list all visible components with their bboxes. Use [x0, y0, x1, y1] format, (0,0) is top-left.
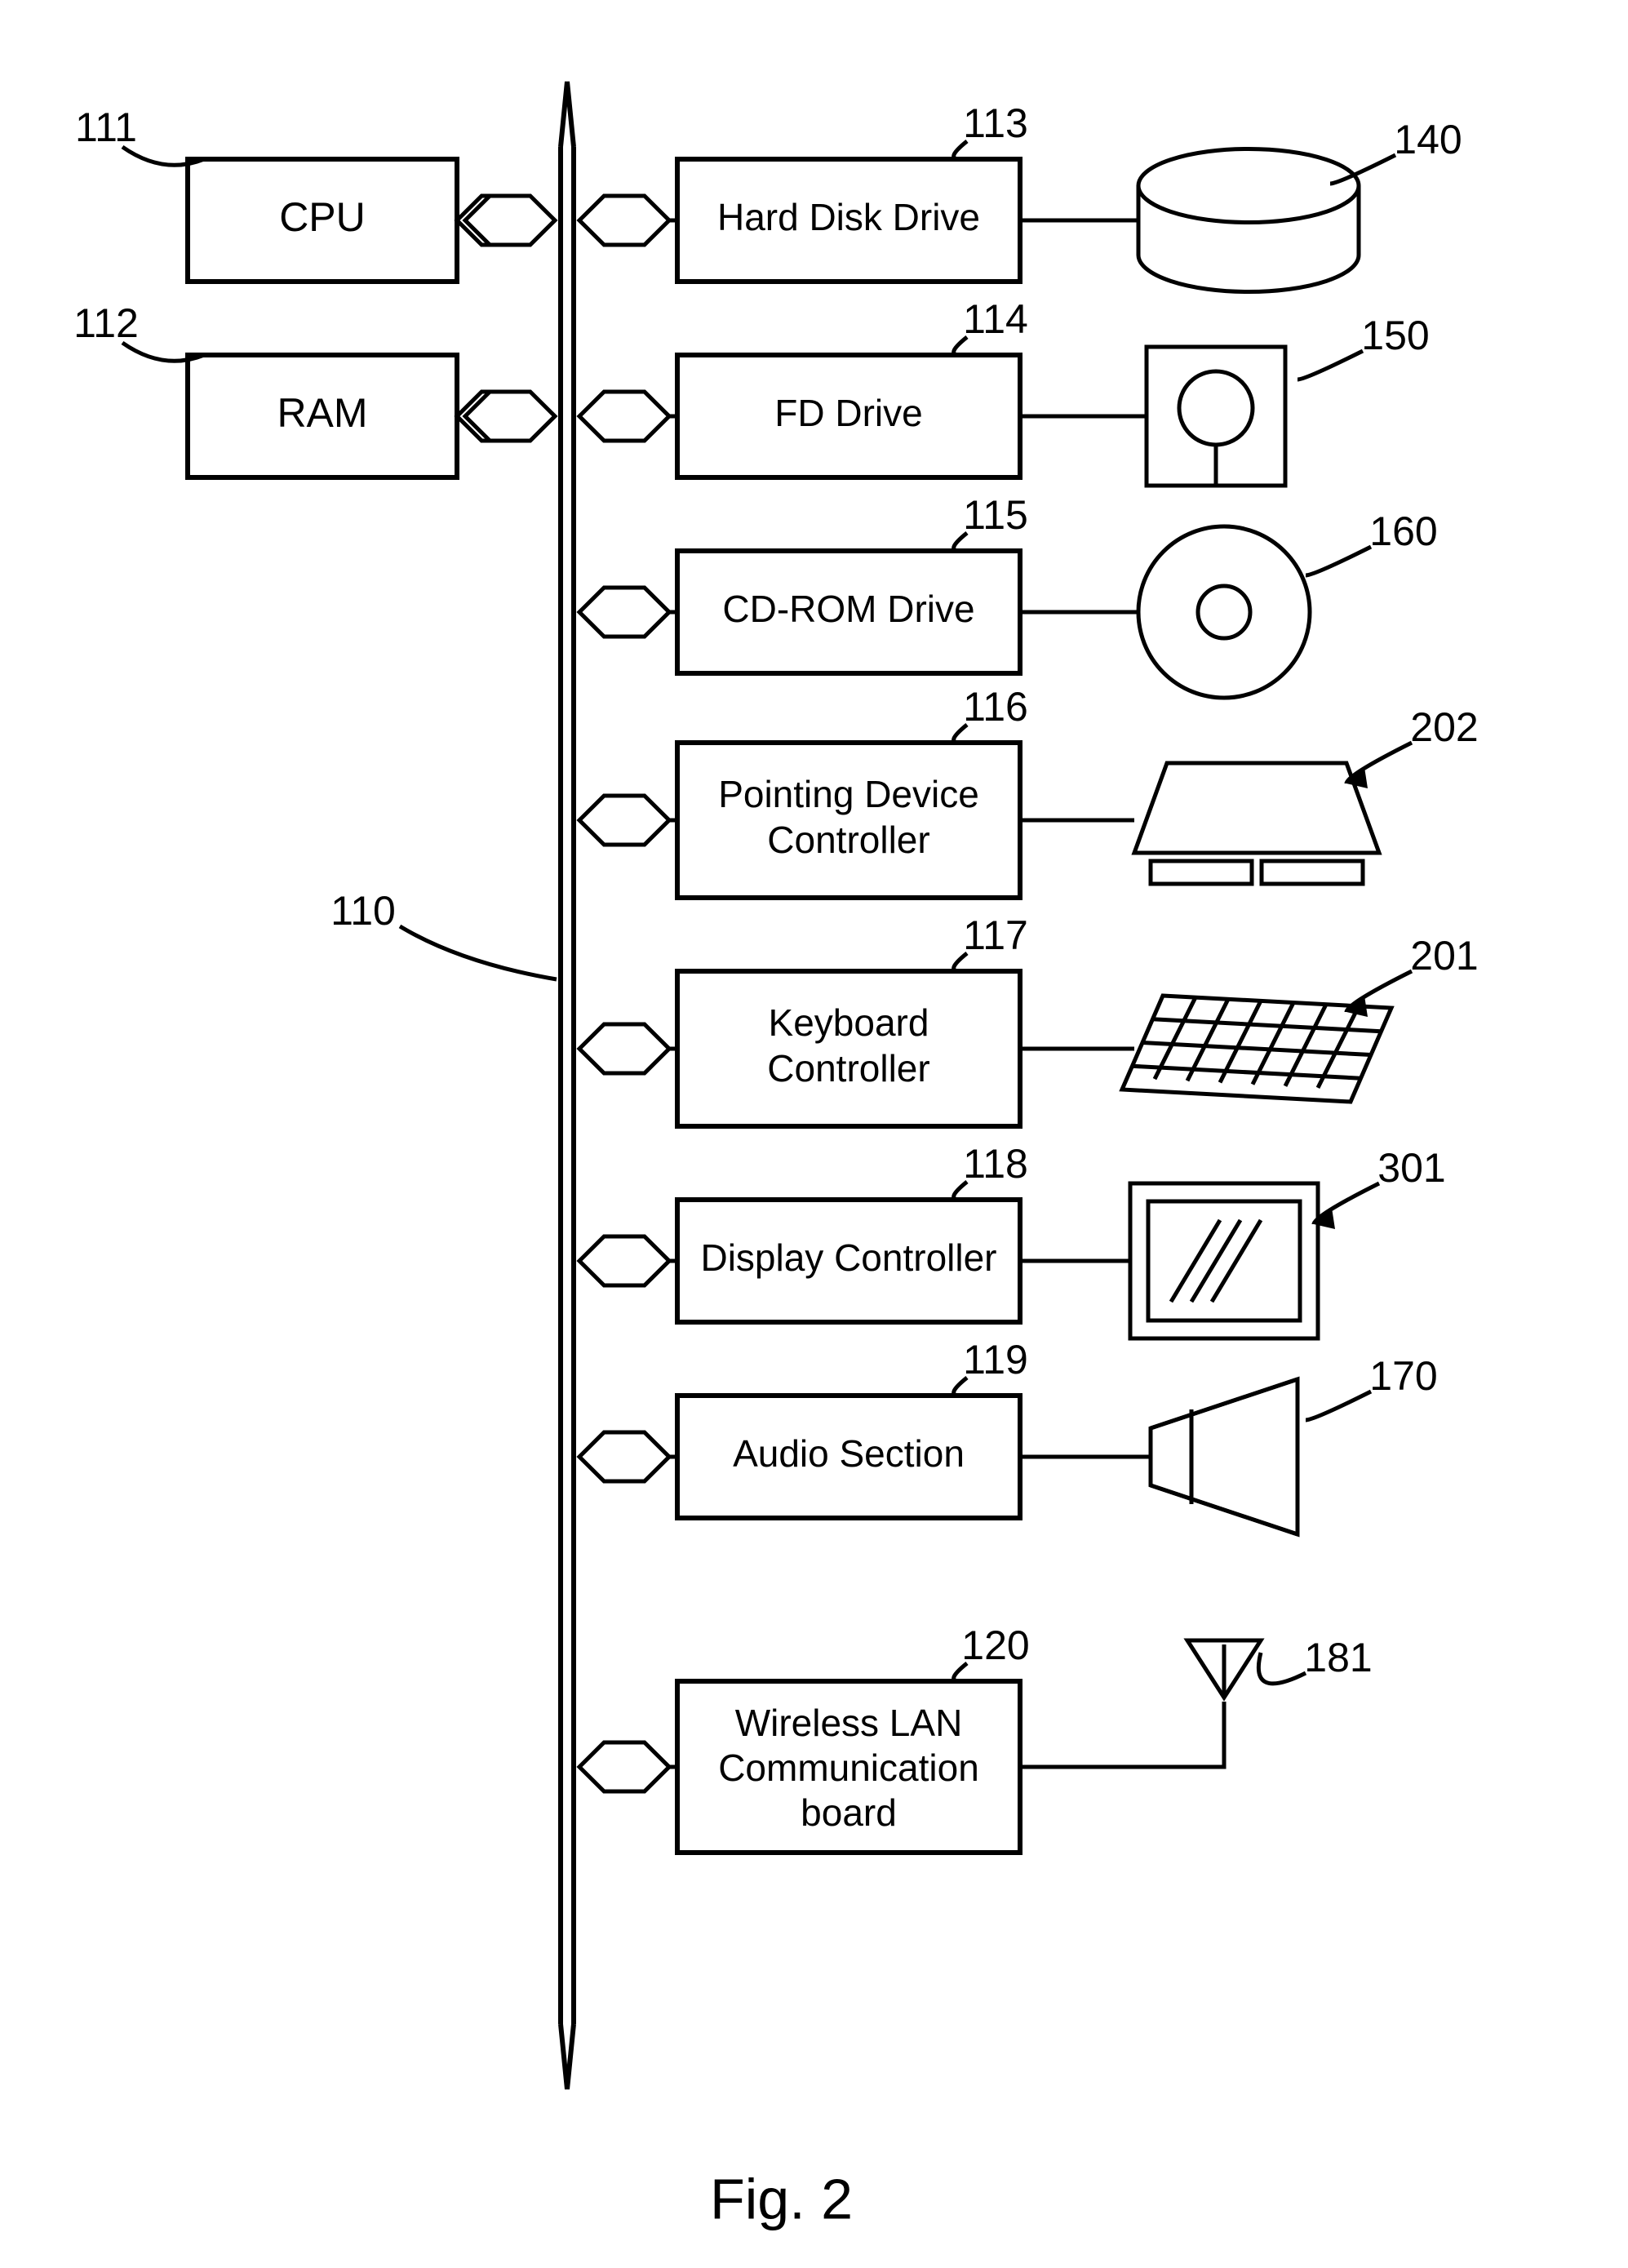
- label-120-1: Communication: [718, 1746, 979, 1789]
- device-181: [1187, 1640, 1261, 1698]
- device-160: [1138, 526, 1310, 698]
- ref-116: 116: [963, 684, 1028, 730]
- ref-201: 201: [1410, 933, 1478, 979]
- label-117-1: Controller: [767, 1047, 929, 1090]
- leader-116: [954, 725, 967, 743]
- ref-160: 160: [1369, 508, 1437, 554]
- leader-140: [1330, 155, 1395, 184]
- label-120-2: board: [801, 1791, 897, 1834]
- ref-119: 119: [963, 1337, 1028, 1383]
- conn-113-bus: [579, 196, 669, 245]
- leader-170: [1306, 1391, 1371, 1420]
- conn-117-bus: [579, 1024, 669, 1073]
- ref-181: 181: [1304, 1635, 1372, 1680]
- device-140: [1138, 149, 1359, 292]
- bus-tip-top: [561, 82, 574, 147]
- ref-140: 140: [1394, 117, 1462, 162]
- ref-115: 115: [963, 492, 1028, 538]
- ref-150: 150: [1361, 313, 1429, 358]
- device-202: [1134, 763, 1379, 884]
- label-116-0: Pointing Device: [718, 773, 979, 815]
- leader-118: [954, 1182, 967, 1200]
- label-118: Display Controller: [700, 1236, 996, 1279]
- conn-118-bus: [579, 1236, 669, 1285]
- device-150: [1147, 347, 1285, 486]
- label-111: CPU: [279, 194, 366, 240]
- device-170: [1151, 1379, 1298, 1534]
- label-113: Hard Disk Drive: [717, 196, 980, 238]
- label-116-1: Controller: [767, 819, 929, 861]
- leader-150: [1298, 351, 1363, 379]
- ref-202: 202: [1410, 704, 1478, 750]
- label-114: FD Drive: [774, 392, 922, 434]
- leader-114: [954, 337, 967, 355]
- conn-115-bus: [579, 588, 669, 637]
- leader-115: [954, 533, 967, 551]
- ref-170: 170: [1369, 1353, 1437, 1399]
- devwire-181: [1020, 1702, 1224, 1767]
- label-119: Audio Section: [733, 1432, 965, 1475]
- leader-117: [954, 953, 967, 971]
- leader-113: [954, 141, 967, 159]
- bus-tip-bottom: [561, 2024, 574, 2089]
- label-115: CD-ROM Drive: [722, 588, 974, 630]
- ref-301: 301: [1377, 1145, 1445, 1191]
- ref-112: 112: [73, 300, 139, 346]
- leader-120: [954, 1663, 967, 1681]
- ref-111: 111: [75, 104, 137, 150]
- leader-110: [400, 926, 557, 979]
- label-117-0: Keyboard: [769, 1001, 929, 1044]
- leader-181: [1258, 1653, 1306, 1684]
- ref-118: 118: [963, 1141, 1028, 1187]
- ref-114: 114: [963, 296, 1028, 342]
- figure-caption: Fig. 2: [710, 2167, 853, 2230]
- conn-120-bus: [579, 1742, 669, 1791]
- conn-119-bus: [579, 1432, 669, 1481]
- ref-113: 113: [963, 100, 1028, 146]
- ref-110: 110: [330, 888, 396, 934]
- ref-117: 117: [963, 912, 1028, 958]
- ref-120: 120: [961, 1622, 1029, 1668]
- conn-116-bus: [579, 796, 669, 845]
- leader-119: [954, 1378, 967, 1396]
- leader-160: [1306, 547, 1371, 575]
- conn-114-bus: [579, 392, 669, 441]
- label-112: RAM: [277, 390, 367, 436]
- device-301: [1130, 1183, 1318, 1338]
- label-120-0: Wireless LAN: [735, 1702, 963, 1744]
